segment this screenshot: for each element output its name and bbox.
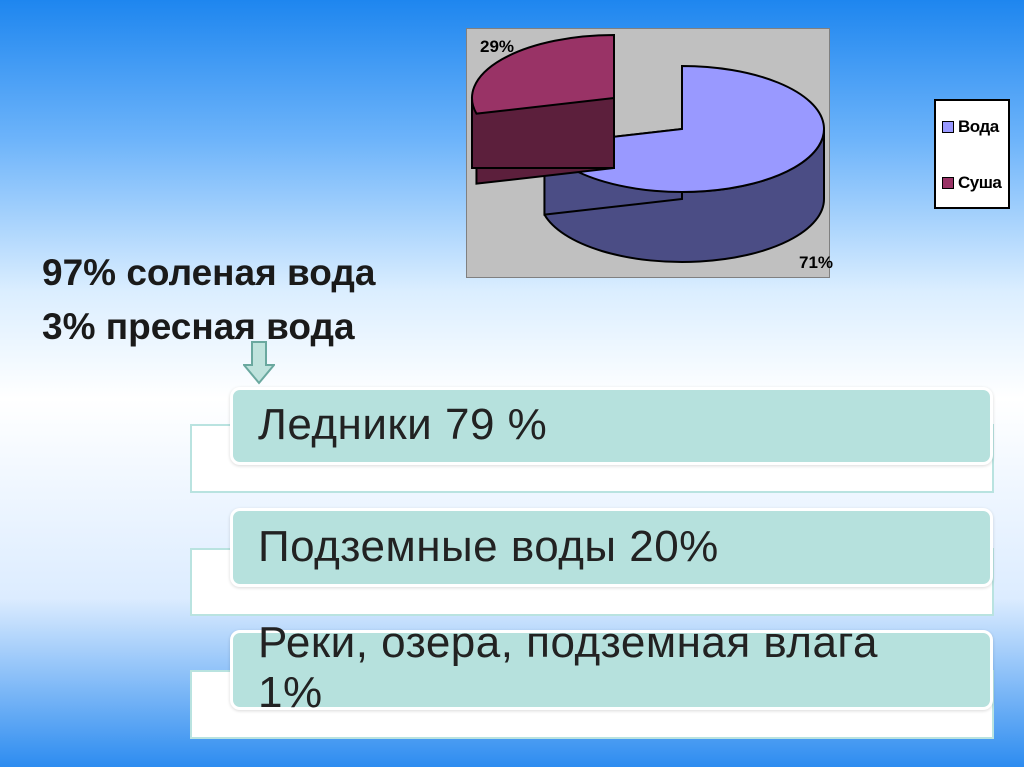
- glaciers-text: Ледники 79 %: [258, 400, 548, 449]
- pie-data-label-water: 71%: [799, 253, 833, 272]
- groundwater-text: Подземные воды 20%: [258, 522, 719, 571]
- rivers-box: [230, 630, 993, 710]
- legend-item-water: Вода: [942, 117, 999, 137]
- legend-swatch-land: [942, 177, 954, 189]
- legend-item-land: Суша: [942, 173, 1002, 193]
- fresh-water-text: 3% пресная вода: [42, 306, 355, 347]
- legend-swatch-water: [942, 121, 954, 133]
- pie-data-label-land: 29%: [480, 37, 514, 56]
- groundwater-box: [230, 508, 993, 587]
- legend-label-land: Суша: [958, 173, 1002, 192]
- legend-label-water: Вода: [958, 117, 999, 136]
- pie-chart: 71% 29%: [471, 33, 833, 272]
- salt-water-text: 97% соленая вода: [42, 252, 376, 293]
- glaciers-box: [230, 387, 993, 465]
- pie-slice-land: [471, 33, 615, 115]
- chart-legend: Вода Суша: [934, 99, 1010, 209]
- down-arrow-icon: [243, 341, 275, 385]
- rivers-lakes-text: Реки, озера, подземная влага 1%: [258, 618, 878, 717]
